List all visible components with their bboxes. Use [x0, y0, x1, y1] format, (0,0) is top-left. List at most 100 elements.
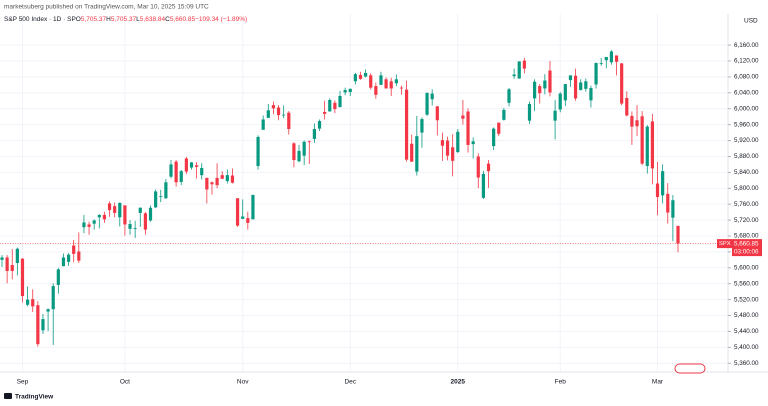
candle-body	[143, 213, 147, 230]
candle-body	[0, 257, 4, 260]
candle-body	[138, 207, 142, 213]
candle-body	[379, 75, 383, 85]
legend-symbol: S&P 500 Index · 1D · SP	[4, 16, 76, 23]
footer: TradingView	[4, 393, 54, 401]
candle-body	[492, 128, 496, 147]
candle-body	[630, 115, 634, 127]
candle-body	[302, 141, 306, 156]
candle-body	[415, 136, 419, 172]
candle-body	[461, 115, 465, 119]
candle-body	[41, 319, 45, 331]
candle-body	[297, 150, 301, 162]
candle-body	[553, 110, 557, 121]
x-tick-label: Oct	[120, 379, 130, 386]
y-tick-label: 6,000.00	[734, 105, 759, 112]
candle-body	[97, 214, 101, 218]
y-tick-label: 5,440.00	[734, 328, 759, 335]
candle-body	[517, 61, 521, 79]
y-tick-label: 5,960.00	[734, 121, 759, 128]
candle-body	[189, 162, 194, 168]
candle-body	[522, 60, 526, 69]
candle-body	[481, 173, 485, 198]
candle-body	[195, 165, 199, 167]
candle-body	[338, 96, 342, 108]
candle-body	[456, 131, 460, 153]
candle-body	[343, 90, 347, 93]
candle-body	[225, 175, 229, 182]
footer-text: TradingView	[15, 394, 54, 401]
candle-body	[650, 121, 654, 169]
candle-body	[317, 121, 322, 129]
x-tick-label: Feb	[555, 379, 567, 386]
legend-change: −109.34 (−1.89%)	[195, 16, 247, 23]
x-tick-label: Mar	[652, 379, 664, 386]
price-tag-countdown: 03:00:06	[734, 248, 759, 255]
candle-body	[655, 183, 660, 198]
price-tag-price: 5,660.85	[734, 240, 759, 247]
legend-key: L	[136, 16, 140, 23]
candle-body	[404, 89, 409, 160]
ohlc-legend: S&P 500 Index · 1D · SPO5,705.37H5,705.3…	[4, 16, 247, 23]
y-tick-label: 5,360.00	[734, 360, 759, 367]
candle-body	[625, 97, 629, 116]
y-tick-label: 6,080.00	[734, 74, 759, 81]
y-tick-label: 5,480.00	[734, 312, 759, 319]
candle-body	[435, 106, 439, 121]
candle-body	[451, 147, 455, 161]
candle-body	[661, 171, 665, 196]
currency: USD	[744, 18, 758, 25]
candle-body	[307, 141, 311, 143]
candle-body	[543, 80, 547, 89]
candle-body	[174, 161, 178, 183]
candle-body	[276, 107, 281, 116]
x-tick-label: Nov	[237, 379, 249, 386]
candle-body	[210, 182, 214, 185]
candle-body	[164, 182, 168, 199]
candle-body	[584, 81, 588, 89]
candle-body	[154, 191, 158, 208]
candle-body	[512, 74, 516, 77]
x-tick-label: Sep	[17, 379, 29, 386]
candle-body	[215, 177, 219, 186]
candle-body	[66, 254, 71, 262]
candle-body	[671, 200, 675, 218]
candle-body	[235, 198, 240, 226]
y-tick-label: 5,800.00	[734, 185, 759, 192]
flag-icon[interactable]	[674, 363, 706, 374]
candle-body	[394, 79, 398, 84]
candle-body	[604, 57, 608, 61]
candle-body	[102, 214, 107, 220]
candle-body	[348, 88, 352, 93]
candle-body	[128, 224, 132, 229]
candle-body	[241, 216, 245, 219]
candle-body	[358, 74, 363, 79]
candle-body	[445, 140, 450, 156]
candle-body	[353, 74, 357, 82]
candle-body	[558, 93, 562, 110]
publisher: marketsuberg published on TradingView.co…	[4, 4, 209, 11]
candle-body	[645, 126, 649, 166]
legend-value: 5,660.85	[170, 16, 196, 23]
y-tick-label: 5,760.00	[734, 201, 759, 208]
y-tick-label: 5,680.00	[734, 233, 759, 240]
candle-body	[107, 203, 112, 211]
candle-body	[256, 136, 260, 166]
candle-body	[384, 79, 388, 89]
candle-body	[399, 87, 404, 89]
y-tick-label: 5,600.00	[734, 264, 759, 271]
candle-body	[676, 225, 680, 244]
y-tick-label: 5,520.00	[734, 296, 759, 303]
candle-body	[589, 88, 593, 101]
candle-body	[389, 81, 393, 89]
x-tick-label: 2025	[451, 379, 466, 386]
candle-body	[113, 206, 117, 213]
candle-body	[666, 193, 670, 213]
candle-body	[31, 299, 35, 307]
candle-body	[77, 251, 81, 261]
candle-body	[312, 129, 316, 139]
candle-body	[261, 119, 265, 130]
candle-body	[5, 257, 9, 271]
legend-key: H	[106, 16, 111, 23]
candle-body	[46, 309, 50, 312]
